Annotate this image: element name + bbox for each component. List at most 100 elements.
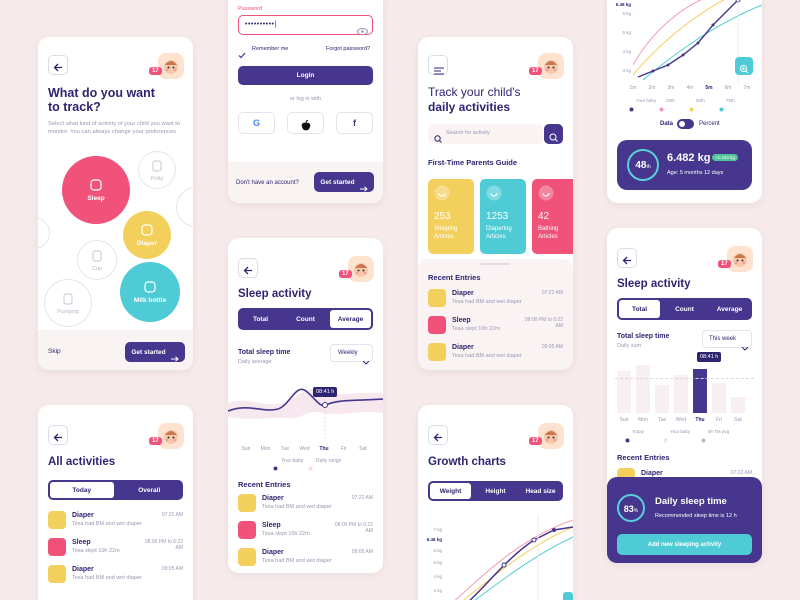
toggle-label: Data (660, 121, 674, 127)
period-dropdown[interactable]: This week (702, 330, 752, 351)
entry-icon (238, 521, 256, 539)
shape (357, 269, 360, 272)
graphic (164, 430, 178, 444)
back-button[interactable] (428, 425, 448, 445)
search-input[interactable]: Search for activity (428, 124, 543, 144)
shape (322, 402, 328, 408)
entry-description: Tesa had BM and wet diaper (72, 575, 142, 581)
tab[interactable]: Average (709, 300, 750, 318)
social-button[interactable]: f (336, 112, 373, 134)
tab-bar: Weight Height Head size (428, 481, 563, 501)
tab[interactable]: Head size (520, 483, 561, 499)
option-label: Milk bottle (133, 297, 167, 304)
legend-label: 8h TM avg (708, 429, 730, 434)
menu-icon (434, 62, 444, 75)
day-label: Mon (638, 417, 648, 423)
social-button[interactable]: G (238, 112, 275, 134)
entry-description: Tesa slept 10h 22m (452, 326, 500, 332)
tab[interactable]: Count (285, 310, 326, 328)
graphic (741, 346, 749, 351)
graphic (362, 360, 370, 365)
bar (636, 365, 650, 413)
button-label: Get started (320, 178, 355, 186)
entry-description: Tesa had BM and wet diaper (72, 521, 142, 527)
avatar (158, 423, 184, 449)
entry-title: Sleep (452, 317, 471, 324)
article-tile[interactable]: 42 Bathing Articles (532, 179, 573, 254)
face (541, 56, 561, 76)
button[interactable]: Add new sleeping activity (617, 534, 752, 555)
option-bubble[interactable]: Milk bottle (120, 262, 180, 322)
graphic (701, 438, 706, 443)
button[interactable]: Get started (125, 342, 185, 362)
shape (438, 192, 446, 197)
tab[interactable]: Total (619, 300, 660, 318)
graphic (53, 433, 62, 442)
shape (165, 438, 169, 442)
zoom-button[interactable] (563, 592, 573, 600)
option-bubble (176, 187, 193, 227)
option-bubble[interactable]: Diaper (123, 211, 171, 259)
back-button[interactable] (48, 425, 68, 445)
day-label: 4m (686, 85, 694, 91)
day-label: Tue (280, 446, 290, 452)
remember-label[interactable]: Remember me (252, 46, 289, 52)
tab[interactable]: Height (475, 483, 516, 499)
tab-label: Height (485, 487, 506, 495)
option-icon (61, 292, 75, 306)
tab[interactable]: Average (330, 310, 371, 328)
tab[interactable]: Today (50, 482, 114, 498)
search-button[interactable] (544, 124, 563, 144)
y-tick-label: 6.48 kg (615, 2, 631, 7)
shape (740, 65, 747, 72)
legend-dot (689, 99, 694, 112)
option-bubble[interactable]: Cup (77, 240, 117, 280)
tab-label: Total (631, 305, 648, 313)
article-tile[interactable]: 1253 Diapering Articles (480, 179, 526, 254)
shape (301, 122, 310, 130)
legend-label: 75th (726, 98, 735, 103)
menu-button[interactable] (428, 55, 448, 75)
tab-label: Average (337, 315, 364, 323)
legend-dot (663, 430, 668, 443)
tab-label: Count (296, 315, 315, 323)
shape (439, 140, 442, 143)
phone-screen: 17 All activities Today Overall Diaper Tesa h… (38, 405, 193, 600)
graphic (544, 60, 558, 74)
tab[interactable]: Overall (118, 482, 182, 498)
toggle-switch[interactable] (677, 119, 694, 129)
option-bubble[interactable]: Sleep (62, 156, 130, 224)
back-button[interactable] (617, 248, 637, 268)
password-input[interactable]: ••••••••••| (238, 15, 373, 35)
tab[interactable]: Weight (430, 483, 471, 499)
skip-link[interactable]: Skip (48, 348, 61, 355)
back-button[interactable] (238, 258, 258, 278)
option-bubble[interactable]: Pumping (44, 279, 92, 327)
legend-dot (719, 99, 724, 112)
average-line (615, 378, 754, 379)
article-tile[interactable]: 253 Sleeping Articles (428, 179, 474, 254)
option-bubble[interactable]: Potty (138, 151, 176, 189)
shape (362, 269, 365, 272)
period-dropdown[interactable]: Weekly (330, 344, 373, 365)
y-tick-label: 6.48 kg (426, 537, 442, 542)
percentile-value: 48 (635, 160, 647, 171)
social-button[interactable] (287, 112, 324, 134)
forgot-link[interactable]: Forgot password? (326, 46, 371, 52)
y-tick-label: 6 kg (433, 548, 442, 553)
avatar (538, 53, 564, 79)
graphic (170, 356, 179, 362)
back-button[interactable] (48, 55, 68, 75)
tab-bar: Total Count Average (617, 298, 752, 320)
button[interactable]: Login (238, 66, 373, 85)
tab[interactable]: Count (664, 300, 705, 318)
shape (454, 519, 573, 600)
section-title: Recent Entries (617, 453, 670, 462)
button[interactable]: Get started (314, 172, 374, 192)
shape (90, 179, 102, 191)
zoom-button[interactable] (735, 57, 753, 75)
shape (165, 431, 177, 435)
tab[interactable]: Total (240, 310, 281, 328)
shape (355, 271, 359, 275)
graphic (141, 224, 153, 236)
